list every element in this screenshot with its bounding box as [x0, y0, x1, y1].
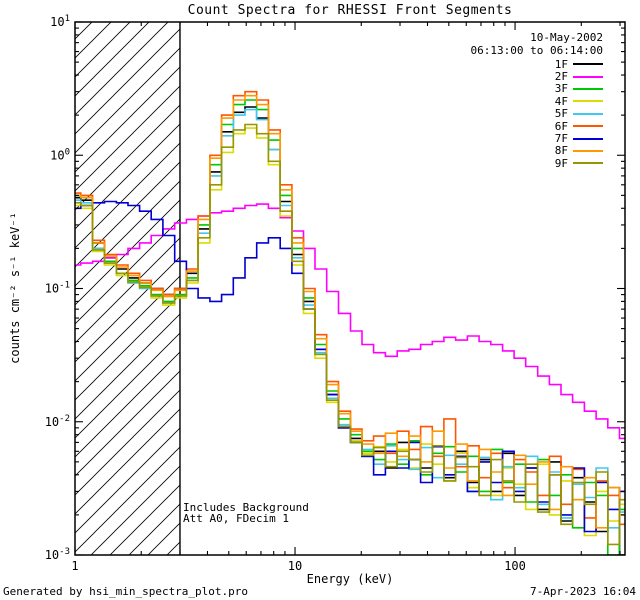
legend-color-line [573, 112, 603, 115]
legend-entry-9F: 9F [413, 156, 603, 170]
legend-color-line [573, 125, 603, 128]
legend-entry-label: 8F [554, 144, 568, 158]
legend-entry-label: 7F [554, 132, 568, 146]
annotation-includes-background: Includes Background [183, 501, 309, 514]
generator-credit: Generated by hsi_min_spectra_plot.pro [3, 585, 249, 598]
legend-entry-label: 4F [554, 94, 568, 108]
legend-entry-6F: 6F [413, 119, 603, 133]
render-timestamp: 7-Apr-2023 16:04 [530, 585, 636, 598]
axes: 1 10 100 101 100 10-1 10-2 10-3 [45, 14, 626, 573]
legend: 10-May-2002 06:13:00 to 06:14:00 1F 2F 3F 4… [413, 31, 603, 170]
hatched-region [75, 22, 181, 555]
legend-color-line [573, 162, 603, 165]
legend-entry-8F: 8F [413, 144, 603, 158]
legend-color-line [573, 100, 603, 103]
legend-entry-label: 9F [554, 156, 568, 170]
legend-entry-label: 1F [554, 57, 568, 71]
y-tick-label: 100 [50, 147, 70, 162]
x-axis-label: Energy (keV) [306, 572, 394, 586]
legend-entry-5F: 5F [413, 107, 603, 121]
legend-color-line [573, 75, 603, 78]
legend-entry-1F: 1F [413, 57, 603, 71]
legend-entry-2F: 2F [413, 70, 603, 84]
legend-entry-label: 5F [554, 107, 568, 121]
x-tick-label: 1 [71, 559, 78, 573]
spectrum-curve-9F [75, 123, 625, 546]
legend-entry-label: 6F [554, 119, 568, 133]
legend-color-line [573, 149, 603, 152]
legend-time-range: 06:13:00 to 06:14:00 [470, 44, 603, 57]
y-tick-label: 10-3 [45, 547, 70, 562]
legend-entry-3F: 3F [413, 82, 603, 96]
legend-entry-7F: 7F [413, 132, 603, 146]
y-axis-label: counts cm⁻² s⁻¹ keV⁻¹ [8, 212, 22, 364]
legend-color-line [573, 87, 603, 90]
x-tick-label: 100 [504, 559, 526, 573]
legend-entries: 1F 2F 3F 4F 5F 6F 7F 8F 9F [413, 58, 603, 170]
legend-entry-4F: 4F [413, 94, 603, 108]
y-tick-label: 101 [50, 14, 70, 29]
series-curves [75, 90, 625, 555]
legend-date: 10-May-2002 [530, 31, 603, 44]
legend-entry-label: 3F [554, 82, 568, 96]
y-tick-label: 10-1 [45, 281, 70, 296]
y-tick-label: 10-2 [45, 414, 70, 429]
x-tick-label: 10 [288, 559, 302, 573]
chart-title: Count Spectra for RHESSI Front Segments [187, 3, 513, 18]
legend-entry-label: 2F [554, 70, 568, 84]
legend-color-line [573, 63, 603, 66]
legend-color-line [573, 137, 603, 140]
annotation-attenuator-state: Att A0, FDecim 1 [183, 512, 289, 525]
